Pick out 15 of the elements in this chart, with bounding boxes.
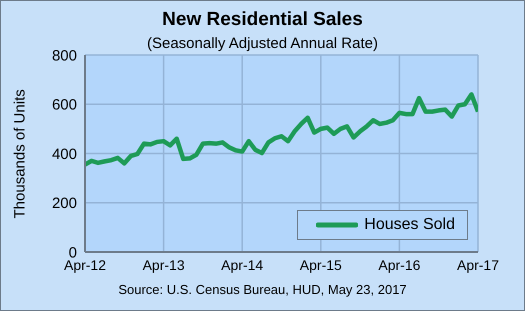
chart-subtitle: (Seasonally Adjusted Annual Rate) xyxy=(147,35,378,52)
y-tick-label: 600 xyxy=(52,96,77,114)
y-tick-label: 400 xyxy=(52,146,77,163)
x-tick-label: Apr-17 xyxy=(456,256,500,273)
y-axis-title: Thousands of Units xyxy=(11,89,28,218)
source-note: Source: U.S. Census Bureau, HUD, May 23, 2017 xyxy=(117,282,408,297)
line-series xyxy=(85,92,478,167)
x-tick-label: Apr-14 xyxy=(221,256,264,273)
y-tick-label: 800 xyxy=(52,47,77,64)
x-tick-label: Apr-15 xyxy=(300,256,342,273)
legend-label: Houses Sold xyxy=(364,216,455,234)
chart-title: New Residential Sales xyxy=(161,9,364,31)
y-tick-label: 200 xyxy=(52,195,77,212)
x-tick-label: Apr-13 xyxy=(142,256,185,273)
x-tick-label: Apr-16 xyxy=(378,256,421,273)
